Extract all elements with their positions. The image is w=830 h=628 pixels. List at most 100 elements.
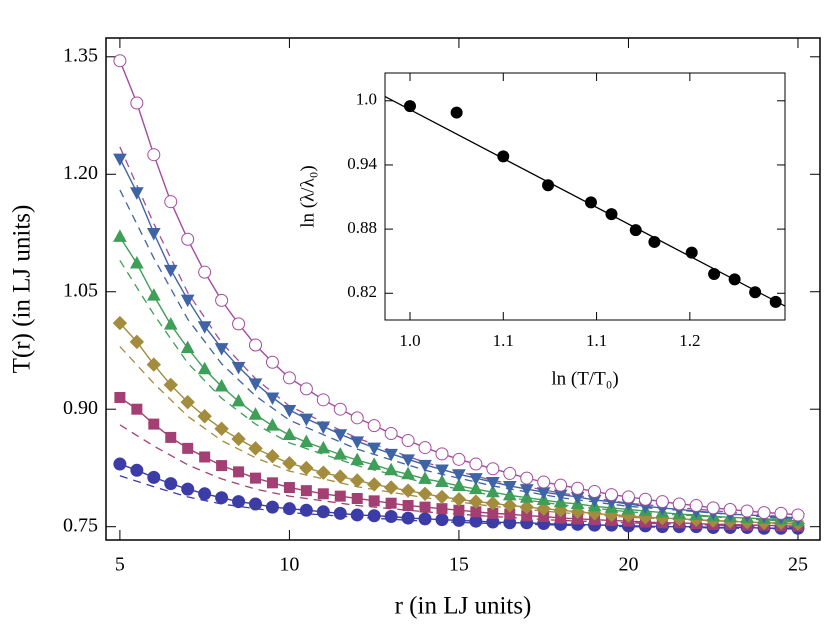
marker — [265, 500, 279, 514]
marker — [706, 501, 720, 515]
marker — [197, 361, 212, 375]
marker — [404, 100, 416, 113]
marker — [749, 286, 762, 299]
marker — [451, 492, 467, 507]
marker — [216, 460, 228, 472]
marker — [452, 478, 466, 491]
marker — [723, 502, 737, 516]
marker — [350, 508, 364, 522]
marker — [401, 466, 415, 480]
marker — [265, 448, 280, 464]
marker — [147, 470, 161, 484]
marker — [316, 505, 330, 519]
x-axis-label: r (in LJ units) — [395, 593, 532, 620]
marker — [384, 448, 398, 462]
marker — [215, 491, 229, 505]
marker — [180, 394, 195, 410]
marker — [214, 378, 229, 392]
marker — [708, 268, 721, 281]
marker — [385, 497, 397, 509]
marker — [282, 404, 297, 418]
marker — [418, 471, 432, 484]
marker — [469, 457, 483, 471]
y-axis-label: ln (λ/λ₀) — [297, 165, 318, 228]
marker — [520, 471, 534, 485]
marker — [452, 513, 466, 527]
marker — [648, 235, 661, 248]
marker — [350, 473, 365, 488]
marker — [333, 447, 348, 460]
marker — [180, 294, 195, 308]
marker — [163, 264, 178, 278]
marker — [317, 488, 329, 500]
y-tick-label: 1.20 — [63, 162, 98, 184]
marker — [130, 256, 144, 269]
marker — [366, 477, 382, 492]
marker — [282, 502, 296, 516]
marker — [333, 469, 348, 484]
marker — [266, 477, 278, 489]
marker — [181, 482, 195, 496]
marker — [113, 54, 127, 68]
marker — [113, 153, 127, 167]
marker — [197, 409, 212, 424]
dashed-line — [119, 424, 798, 529]
marker — [685, 246, 698, 259]
marker — [502, 480, 517, 494]
marker — [436, 503, 448, 515]
marker — [402, 500, 414, 512]
marker — [351, 492, 363, 504]
marker — [146, 288, 161, 301]
x-tick-label: 1.1 — [586, 331, 607, 350]
marker — [113, 229, 127, 242]
marker — [672, 497, 686, 511]
marker — [130, 463, 144, 477]
y-axis-label: T(r) (in LJ units) — [9, 205, 36, 374]
marker — [400, 483, 416, 498]
marker — [214, 343, 229, 356]
marker — [401, 511, 415, 525]
marker — [299, 460, 314, 476]
marker — [485, 484, 500, 498]
marker — [265, 355, 279, 369]
marker — [435, 447, 449, 461]
marker — [316, 393, 330, 407]
marker — [769, 295, 782, 308]
marker — [503, 466, 517, 480]
marker — [401, 434, 415, 448]
marker — [198, 487, 212, 501]
marker — [114, 391, 126, 403]
marker — [469, 481, 483, 495]
marker — [112, 315, 128, 331]
marker — [248, 378, 263, 391]
x-tick-label: 1.1 — [493, 331, 514, 350]
y-tick-label: 0.88 — [347, 218, 377, 237]
marker — [401, 454, 415, 467]
marker — [584, 196, 597, 209]
marker — [554, 478, 568, 492]
marker — [333, 429, 348, 442]
marker — [265, 418, 280, 431]
marker — [163, 377, 178, 393]
marker — [299, 503, 313, 517]
marker — [282, 456, 297, 471]
marker — [334, 490, 346, 502]
marker — [383, 480, 399, 495]
x-tick-label: 1.2 — [679, 331, 700, 350]
marker — [131, 403, 143, 415]
plot-frame — [384, 72, 786, 321]
marker — [435, 474, 449, 488]
y-tick-label: 1.0 — [356, 90, 377, 109]
marker — [316, 465, 331, 480]
marker — [450, 106, 463, 119]
marker — [486, 462, 500, 476]
marker — [757, 506, 771, 520]
marker — [215, 293, 229, 307]
marker — [502, 498, 517, 513]
marker — [231, 431, 246, 447]
marker — [536, 501, 551, 516]
dashed-line — [119, 189, 799, 521]
marker — [181, 232, 195, 246]
y-tick-label: 0.75 — [63, 514, 98, 536]
marker — [384, 426, 398, 440]
